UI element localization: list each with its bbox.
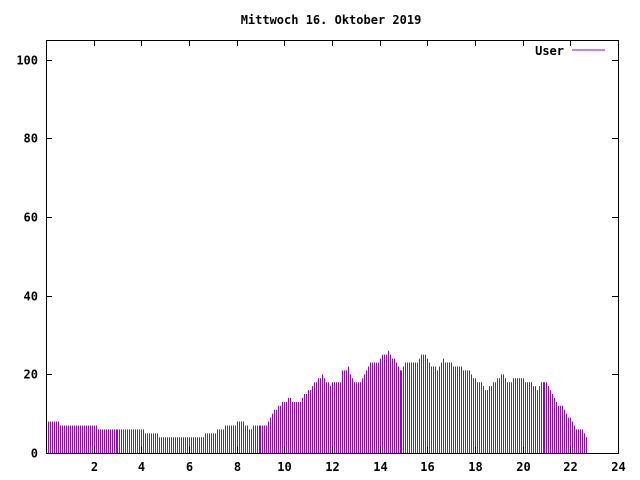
x-tick-label-18: 18	[468, 460, 482, 474]
x-tick-label-20: 20	[516, 460, 530, 474]
x-tick-label-14: 14	[373, 460, 387, 474]
y-tick-label-20: 20	[24, 368, 38, 382]
bar-series-group	[46, 350, 587, 453]
x-tick-label-2: 2	[91, 460, 98, 474]
x-tick-label-10: 10	[277, 460, 291, 474]
chart-title: Mittwoch 16. Oktober 2019	[241, 13, 422, 27]
x-tick-label-22: 22	[563, 460, 577, 474]
legend-label: User	[535, 44, 564, 58]
x-tick-label-12: 12	[325, 460, 339, 474]
x-tick-label-6: 6	[186, 460, 193, 474]
x-tick-label-4: 4	[138, 460, 145, 474]
y-tick-label-40: 40	[24, 290, 38, 304]
legend: User	[535, 44, 605, 58]
x-tick-label-24: 24	[611, 460, 625, 474]
y-tick-label-80: 80	[24, 132, 38, 146]
x-tick-label-8: 8	[234, 460, 241, 474]
y-tick-label-60: 60	[24, 211, 38, 225]
y-tick-label-0: 0	[31, 447, 38, 461]
y-tick-label-100: 100	[16, 54, 38, 68]
x-tick-label-16: 16	[420, 460, 434, 474]
